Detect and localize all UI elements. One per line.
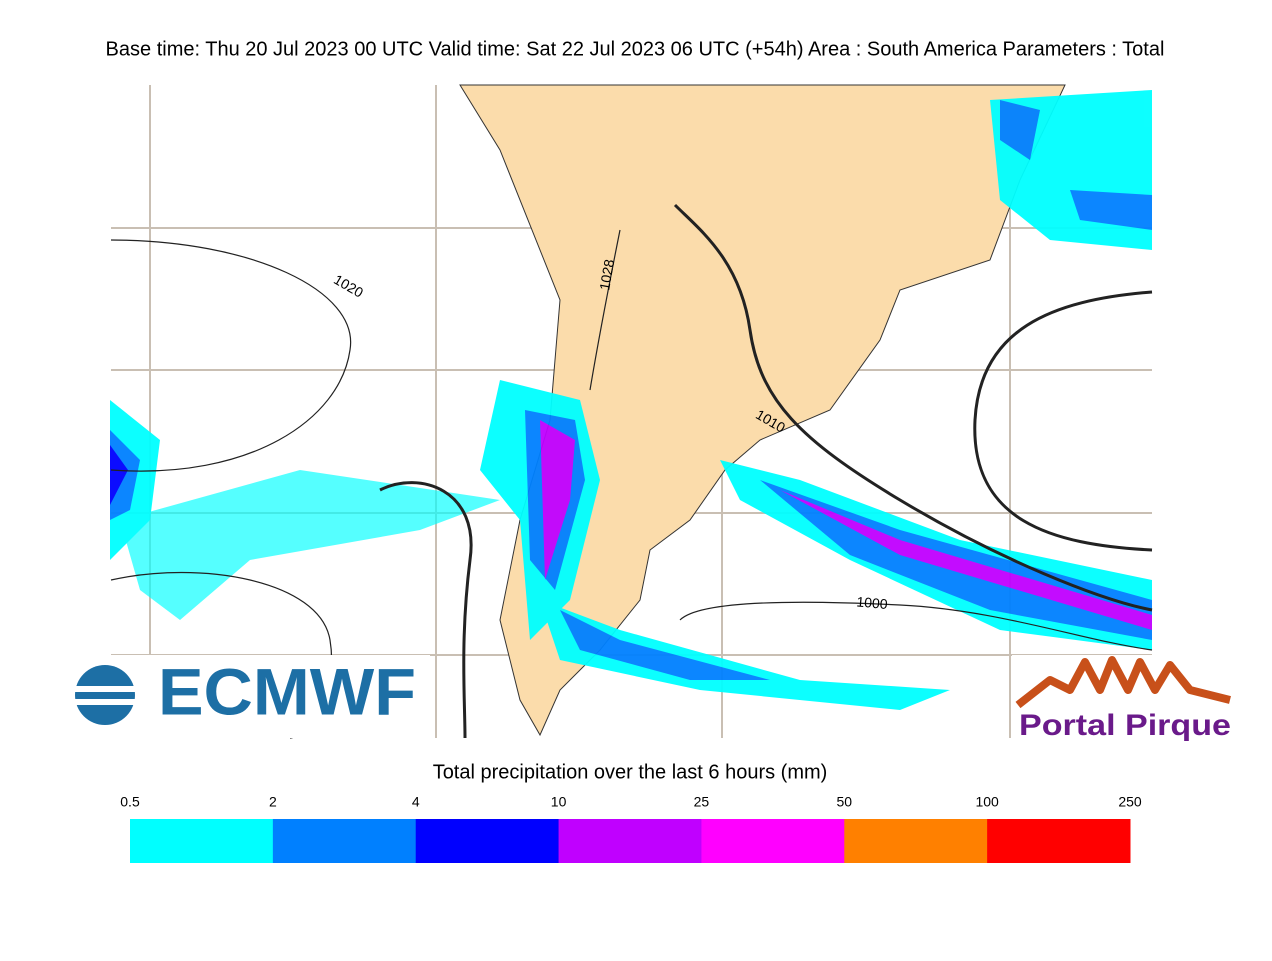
colorbar-segment — [987, 819, 1131, 863]
colorbar-segment — [558, 819, 702, 863]
colorbar-segment — [844, 819, 988, 863]
isobars — [110, 203, 1153, 739]
isobar-label: 1000 — [856, 593, 889, 612]
logo-text: Portal Pirque — [1019, 709, 1231, 742]
colorbar-tick-label: 4 — [412, 794, 420, 810]
colorbar-segment — [701, 819, 845, 863]
colorbar-segment — [272, 819, 417, 863]
colorbar-tick-label: 100 — [975, 794, 999, 810]
colorbar-segment — [415, 819, 560, 863]
colorbar: 0.5 2 4 10 25 50 100 250 — [120, 794, 1142, 863]
colorbar-tick-label: 25 — [694, 794, 710, 810]
legend-title: Total precipitation over the last 6 hour… — [433, 761, 828, 783]
precipitation — [110, 90, 1152, 710]
colorbar-segment — [130, 819, 274, 863]
colorbar-tick-label: 0.5 — [120, 794, 140, 810]
title: Base time: Thu 20 Jul 2023 00 UTC Valid … — [106, 38, 1165, 60]
map: 1020 1028 1010 1000 — [110, 84, 1153, 739]
isobar-label: 1028 — [596, 258, 617, 292]
logo-text: ECMWF — [158, 654, 416, 728]
colorbar-tick-label: 2 — [269, 794, 277, 810]
colorbar-tick-label: 250 — [1118, 794, 1142, 810]
ecmwf-logo: ECMWF — [55, 654, 430, 738]
colorbar-tick-label: 50 — [836, 794, 852, 810]
portal-pirque-logo: Portal Pirque — [1012, 655, 1237, 745]
colorbar-tick-label: 10 — [551, 794, 567, 810]
